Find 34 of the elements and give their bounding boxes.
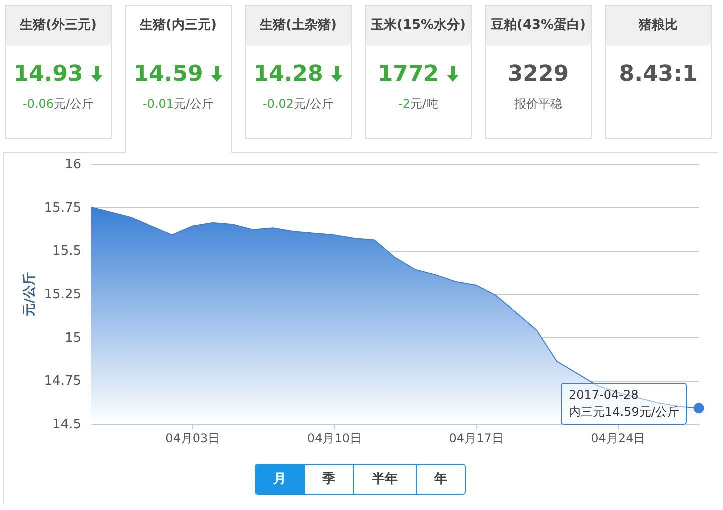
- y-tick-label: 15.5: [52, 244, 82, 260]
- y-tick-label: 16: [64, 158, 82, 172]
- x-tick-label: 04月10日: [307, 432, 362, 446]
- data-label: 14.93: [14, 62, 84, 87]
- text: 报价平稳: [514, 96, 564, 113]
- category-label: 猪粮比: [606, 6, 711, 46]
- x-tick-label: 04月24日: [591, 432, 646, 446]
- x-tick-label: 04月17日: [449, 432, 504, 446]
- data-label: 3229: [508, 62, 570, 87]
- text: 半年: [353, 465, 416, 494]
- data-label: 14.59: [134, 62, 204, 87]
- text: -0.02元/公斤: [262, 96, 336, 113]
- data-label: 14.28: [254, 62, 324, 87]
- text: 季: [304, 465, 353, 494]
- x-tick-label: 04月03日: [166, 432, 220, 446]
- y-tick-label: 15: [64, 330, 82, 346]
- category-label: 生猪(外三元): [6, 6, 111, 46]
- data-label: 1772: [378, 62, 440, 87]
- y-tick-label: 15.75: [44, 200, 82, 216]
- category-label: 豆粕(43%蛋白): [486, 6, 591, 46]
- y-axis-title: 元/公斤: [21, 272, 38, 318]
- y-tick-label: 14.5: [52, 418, 82, 432]
- y-tick-label: 15.25: [44, 288, 82, 302]
- category-label: 生猪(内三元): [126, 6, 231, 46]
- annotation: 2017-04-28 内三元14.59元/公斤: [561, 383, 688, 426]
- text: -0.01元/公斤: [142, 96, 216, 113]
- text: -2元/吨: [397, 96, 440, 113]
- category-label: 生猪(土杂猪): [246, 6, 351, 46]
- category-label: 玉米(15%水分): [366, 6, 471, 46]
- text: -0.06元/公斤: [22, 96, 96, 113]
- text: 月: [256, 465, 304, 494]
- data-label: 8.43:1: [619, 62, 698, 87]
- y-tick-label: 14.75: [44, 374, 82, 390]
- text: 年: [416, 465, 465, 494]
